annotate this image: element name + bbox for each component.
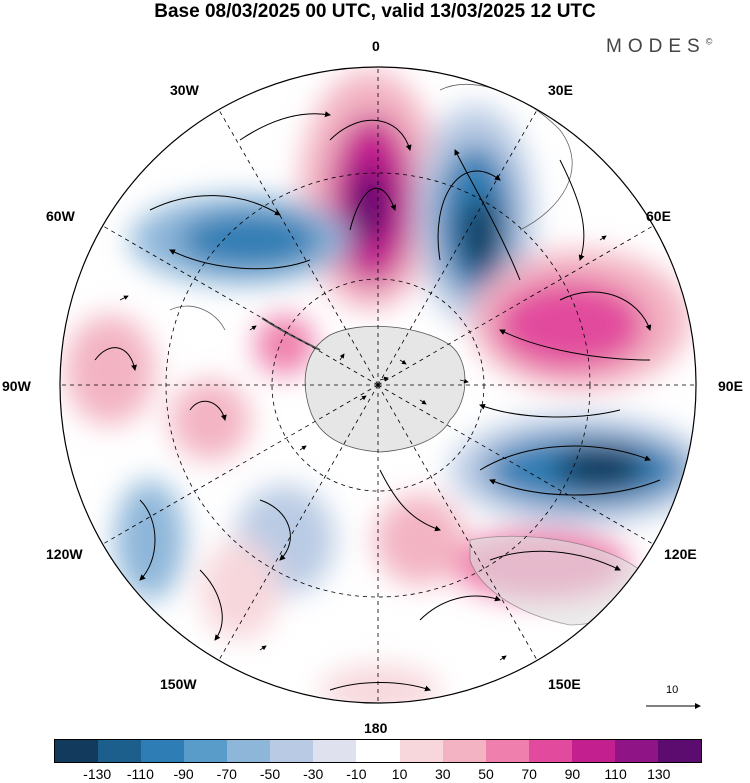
colorbar-tick-label: -30: [303, 766, 324, 782]
anomaly-field: [65, 70, 696, 703]
colorbar-tick-label: -10: [346, 766, 367, 782]
colorbar-tick-label: -50: [259, 766, 281, 782]
graticule: [60, 67, 696, 703]
colorbar-tick-label: 30: [435, 766, 451, 782]
colorbar-tick-label: -90: [173, 766, 194, 782]
colorbar-swatch-8: [399, 740, 443, 762]
colorbar-swatch-14: [657, 740, 701, 762]
colorbar-tick-label: 130: [647, 766, 671, 782]
lon-label-60w: 60W: [46, 208, 75, 224]
colorbar-tick-label: -130: [83, 766, 112, 782]
colorbar-tick-label: 110: [604, 766, 627, 782]
colorbar-tick-label: 70: [521, 766, 537, 782]
modes-logo: MODES©: [606, 36, 713, 57]
lon-label-60e: 60E: [646, 208, 671, 224]
colorbar-swatch-5: [270, 740, 314, 762]
lon-label-30w: 30W: [170, 82, 199, 98]
lon-label-120e: 120E: [664, 546, 697, 562]
colorbar-swatch-7: [356, 740, 400, 762]
map-title: Base 08/03/2025 00 UTC, valid 13/03/2025…: [154, 1, 596, 22]
colorbar-swatch-2: [141, 740, 185, 762]
colorbar-tick-label: -110: [126, 766, 154, 782]
wind-vectors: [94, 111, 661, 692]
colorbar-swatch-6: [313, 740, 357, 762]
lon-label-150e: 150E: [548, 676, 581, 692]
colorbar-tick-label: -70: [216, 766, 237, 782]
lon-label-180: 180: [364, 720, 388, 736]
lon-label-90w: 90W: [2, 378, 31, 394]
antarctic-peninsula: [261, 317, 321, 351]
colorbar-tick-label: 50: [478, 766, 494, 782]
colorbar-tick-label: 90: [564, 766, 581, 782]
colorbar-swatch-12: [571, 740, 615, 762]
colorbar-swatch-9: [442, 740, 486, 762]
lon-label-90e: 90E: [718, 378, 743, 394]
reference-vector-label: 10: [666, 684, 679, 696]
map-boundary: [59, 66, 697, 704]
colorbar-swatch-10: [485, 740, 529, 762]
colorbar: [54, 739, 702, 763]
colorbar-swatch-0: [55, 740, 99, 762]
colorbar-swatch-13: [614, 740, 658, 762]
lon-label-150w: 150W: [160, 676, 197, 692]
colorbar-tick-label: 10: [391, 766, 408, 782]
lon-label-120w: 120W: [46, 546, 83, 562]
colorbar-swatch-1: [98, 740, 142, 762]
africa-coast: [439, 83, 573, 231]
colorbar-swatch-4: [227, 740, 271, 762]
south-america-coast: [169, 305, 226, 331]
lon-label-0: 0: [372, 38, 380, 54]
lon-label-30e: 30E: [548, 82, 573, 98]
colorbar-swatch-11: [528, 740, 572, 762]
wind-vectors-small: [119, 235, 647, 661]
colorbar-swatch-3: [184, 740, 228, 762]
